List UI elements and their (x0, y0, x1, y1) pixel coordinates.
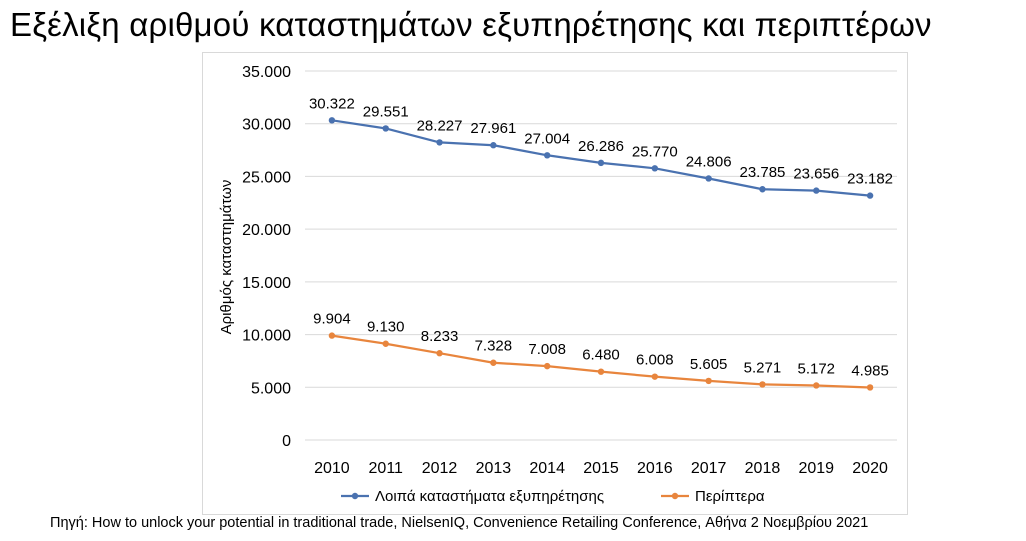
legend-label: Λοιπά καταστήματα εξυπηρέτησης (375, 488, 604, 505)
data-point (597, 159, 605, 167)
data-label: 9.130 (367, 319, 405, 336)
data-label: 7.008 (528, 341, 566, 358)
data-label: 24.806 (686, 153, 732, 170)
series: 30.322 29.551 28.227 27.961 27.004 26.286 25.7… (309, 95, 893, 391)
x-tick-label: 2012 (422, 460, 458, 477)
data-label: 29.551 (363, 103, 409, 120)
legend-item: Λοιπά καταστήματα εξυπηρέτησης (341, 488, 604, 505)
y-tick-label: 20.000 (242, 222, 291, 239)
legend-label: Περίπτερα (695, 488, 765, 505)
data-label: 6.008 (636, 352, 674, 369)
data-label: 25.770 (632, 143, 678, 160)
y-tick-label: 35.000 (242, 64, 291, 81)
data-point (328, 332, 336, 339)
data-point (651, 165, 659, 172)
data-label: 9.904 (313, 311, 351, 328)
legend-swatch-marker (671, 492, 679, 500)
axis-labels: Αριθμός καταστημάτων 0 5.000 10.000 15.000 2… (218, 64, 888, 477)
gridlines (305, 70, 897, 441)
data-point (543, 152, 551, 159)
x-tick-label: 2013 (476, 460, 512, 477)
data-label: 5.271 (744, 359, 782, 376)
data-label: 30.322 (309, 95, 355, 112)
data-label: 8.233 (421, 328, 459, 345)
data-point (813, 187, 820, 194)
x-tick-label: 2014 (529, 460, 565, 477)
data-point (759, 186, 766, 193)
x-tick-label: 2010 (314, 460, 350, 477)
data-label: 23.785 (740, 164, 786, 181)
data-point (436, 139, 443, 146)
x-tick-label: 2017 (691, 460, 727, 477)
data-point (813, 382, 820, 389)
data-label: 5.172 (797, 360, 835, 377)
data-label: 23.656 (793, 166, 839, 183)
x-tick-label: 2018 (745, 460, 781, 477)
x-tick-label: 2016 (637, 460, 673, 477)
data-point (866, 192, 874, 199)
series-group: 30.322 29.551 28.227 27.961 27.004 26.286 25.7… (309, 95, 893, 199)
data-point (759, 381, 766, 388)
line-chart: Αριθμός καταστημάτων 0 5.000 10.000 15.000 2… (218, 64, 897, 505)
legend-swatch-marker (351, 492, 359, 500)
x-tick-label: 2011 (369, 460, 404, 477)
y-tick-label: 0 (282, 433, 291, 450)
data-label: 7.328 (475, 338, 513, 355)
y-tick-label: 25.000 (242, 169, 291, 186)
x-tick-label: 2019 (798, 460, 834, 477)
data-label: 6.480 (582, 347, 620, 364)
data-point (490, 359, 497, 366)
legend: Λοιπά καταστήματα εξυπηρέτησης Περίπτερα (341, 488, 765, 505)
x-tick-label: 2020 (852, 460, 888, 477)
data-point (382, 340, 389, 347)
y-tick-label: 5.000 (251, 380, 291, 397)
data-point (597, 368, 605, 375)
chart-frame: Αριθμός καταστημάτων 0 5.000 10.000 15.000 2… (202, 52, 908, 515)
data-label: 23.182 (847, 171, 893, 188)
data-point (705, 377, 712, 385)
data-point (543, 362, 551, 370)
data-label: 4.985 (851, 362, 889, 379)
y-tick-label: 30.000 (242, 117, 291, 134)
data-label: 5.605 (690, 356, 728, 373)
data-point (436, 350, 443, 357)
y-axis-label: Αριθμός καταστημάτων (218, 180, 235, 335)
data-label: 27.961 (470, 120, 516, 137)
data-label: 26.286 (578, 138, 624, 155)
page-title: Εξέλιξη αριθμού καταστημάτων εξυπηρέτηση… (10, 6, 932, 43)
series-group: 9.904 9.130 8.233 7.328 7.008 6.480 6.008 5.605… (313, 311, 889, 391)
source-note: Πηγή: How to unlock your potential in tr… (50, 515, 869, 531)
x-tick-label: 2015 (583, 460, 619, 477)
series-line (330, 119, 872, 197)
data-label: 27.004 (524, 130, 570, 147)
y-tick-label: 15.000 (242, 275, 291, 292)
y-tick-label: 10.000 (242, 328, 291, 345)
legend-item: Περίπτερα (661, 488, 765, 505)
data-point (866, 384, 874, 391)
data-label: 28.227 (417, 117, 463, 134)
data-point (382, 125, 389, 132)
data-point (328, 117, 336, 124)
data-point (490, 142, 497, 149)
data-point (705, 175, 712, 182)
data-point (651, 373, 659, 380)
